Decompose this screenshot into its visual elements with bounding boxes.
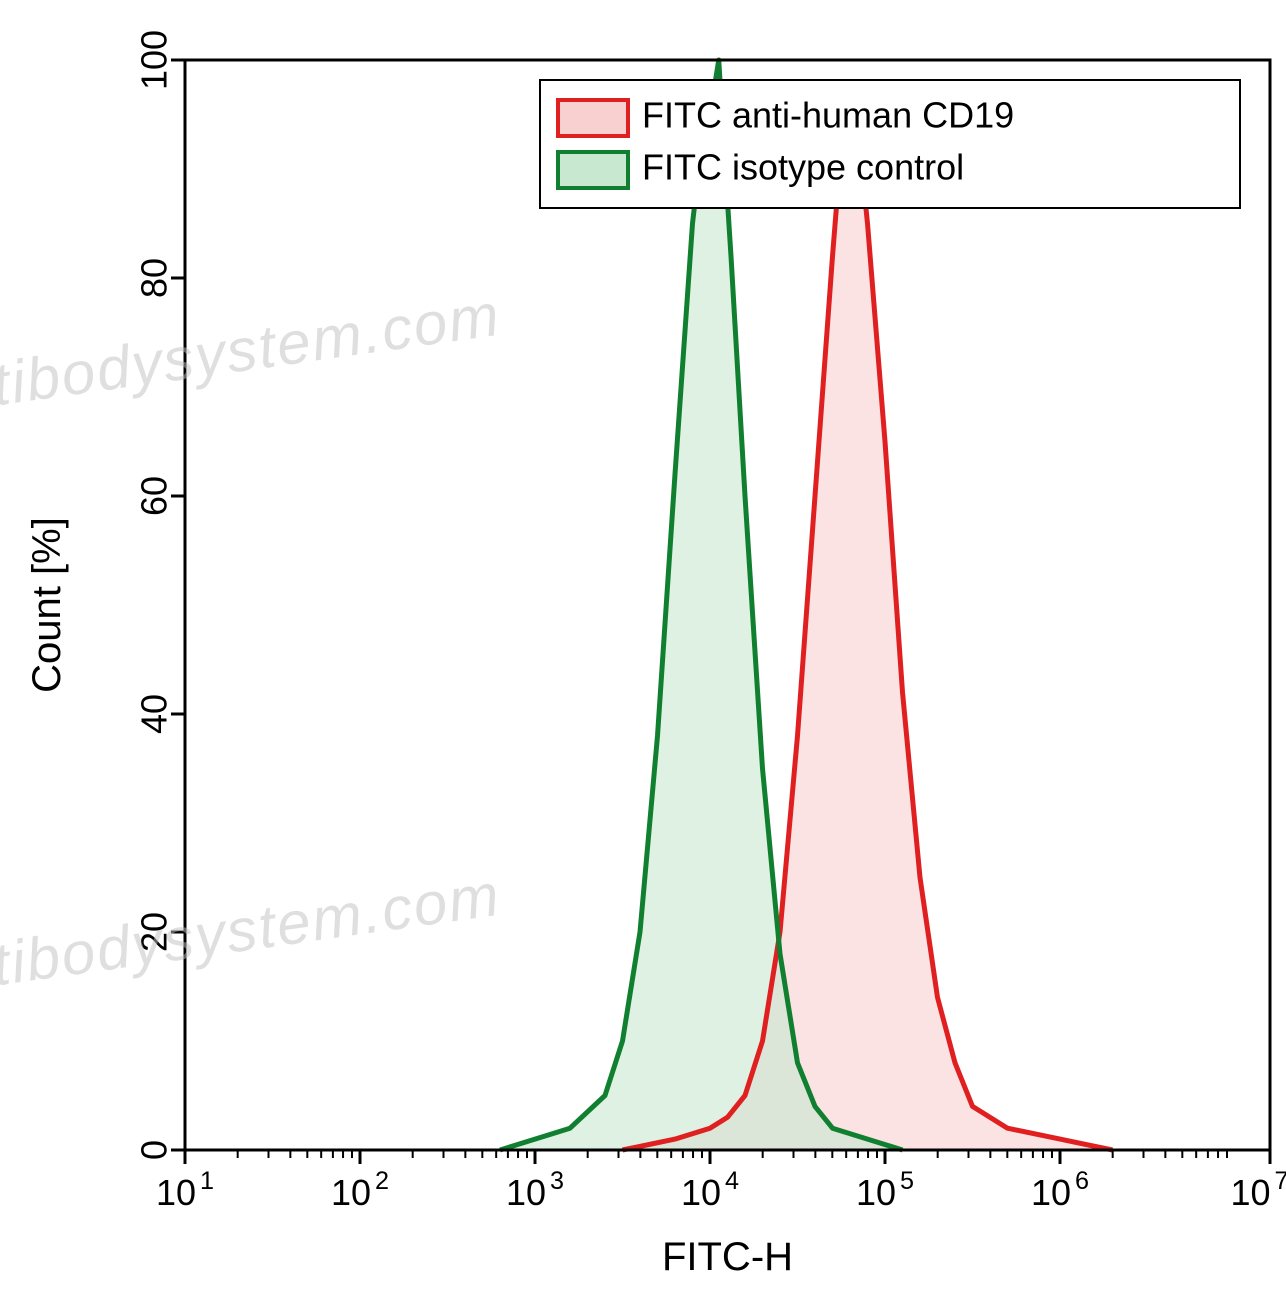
y-axis-label: Count [%] [25,517,69,693]
chart-container: 0 20 40 60 80 100 Count [%] 101 102 103 104 105 106 1… [0,0,1286,1301]
legend-label: FITC anti-human CD19 [642,95,1014,136]
y-tick-label: 60 [134,476,175,516]
y-tick-label: 100 [134,30,175,90]
y-tick-label: 40 [134,694,175,734]
legend-label: FITC isotype control [642,147,964,188]
x-axis-label: FITC-H [662,1235,793,1279]
x-tick-label: 102 [331,1167,389,1213]
legend-swatch [558,100,628,136]
x-tick-label: 105 [856,1167,914,1213]
x-tick-label: 107.2 [1230,1167,1286,1213]
y-tick-label: 20 [134,912,175,952]
x-tick-label: 103 [506,1167,564,1213]
x-tick-label: 101 [156,1167,214,1213]
legend-swatch [558,152,628,188]
x-tick-label: 104 [681,1167,739,1213]
flow-cytometry-histogram: 0 20 40 60 80 100 Count [%] 101 102 103 104 105 106 1… [0,0,1286,1301]
y-tick-label: 80 [134,258,175,298]
y-tick-label: 0 [134,1140,175,1160]
x-tick-label: 106 [1031,1167,1089,1213]
